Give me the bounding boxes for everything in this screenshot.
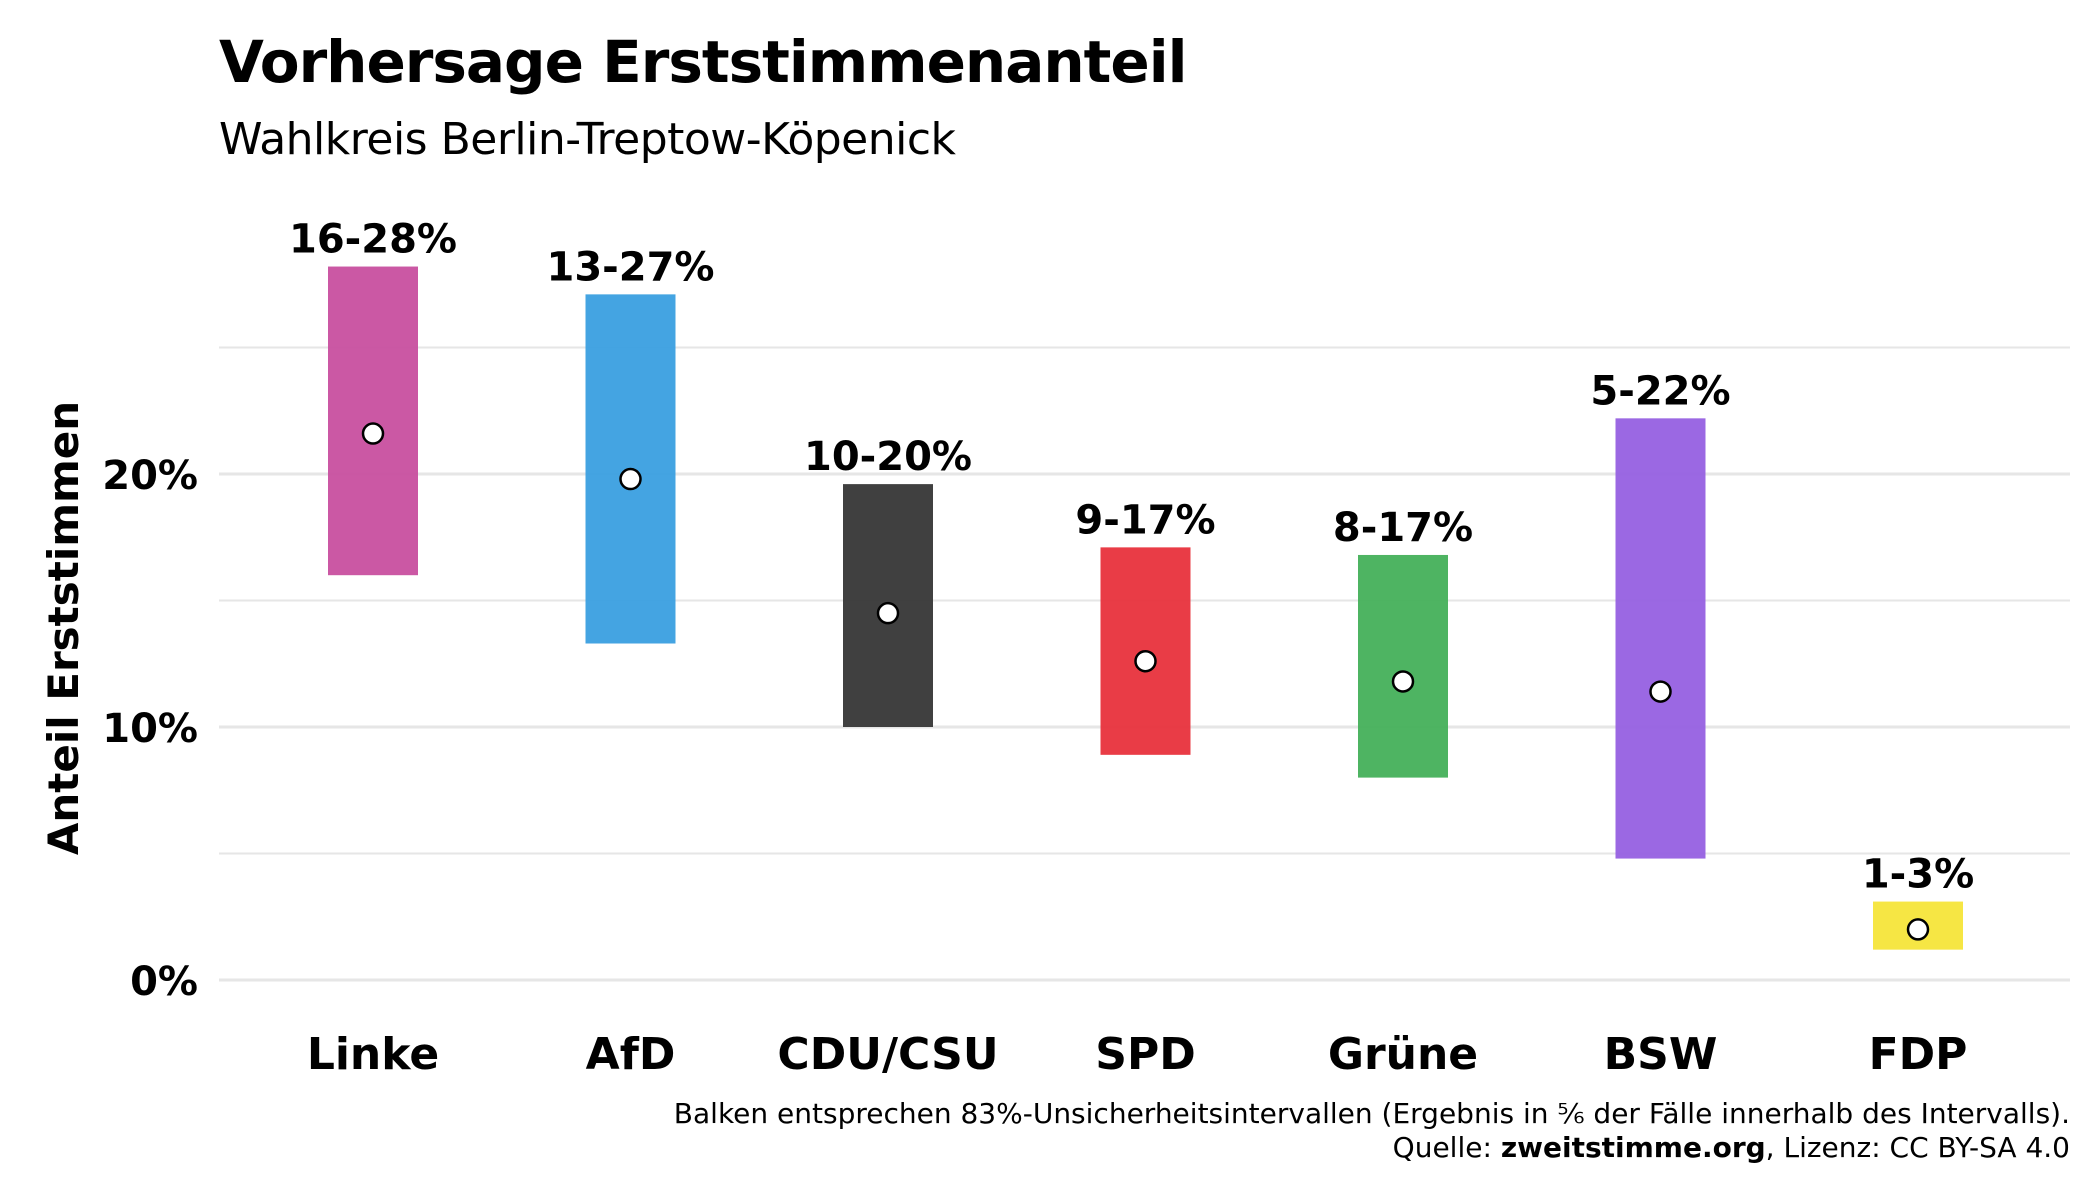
range-label: 1-3% xyxy=(1862,852,1974,898)
y-axis-title: Anteil Erststimmen xyxy=(39,401,88,855)
point-estimate-marker xyxy=(1391,670,1415,693)
chart-title: Vorhersage Erststimmenanteil xyxy=(219,28,1187,96)
x-tick-label: SPD xyxy=(1095,1029,1195,1080)
range-label: 8-17% xyxy=(1333,505,1473,551)
point-estimate-marker xyxy=(876,601,900,625)
y-tick-label: 20% xyxy=(102,453,198,499)
chart-subtitle: Wahlkreis Berlin-Treptow-Köpenick xyxy=(219,114,956,165)
range-bar xyxy=(1358,554,1448,778)
caption-source: Quelle: zweitstimme.org, Lizenz: CC BY-S… xyxy=(1393,1131,2070,1164)
x-tick-label: BSW xyxy=(1604,1029,1718,1080)
range-bar xyxy=(328,266,418,576)
y-tick-label: 0% xyxy=(130,959,198,1005)
range-bar xyxy=(1615,418,1706,859)
caption-interval-note: Balken entsprechen 83%-Unsicherheitsinte… xyxy=(673,1097,2070,1130)
x-tick-label: Linke xyxy=(307,1029,439,1080)
license-text: , Lizenz: CC BY-SA 4.0 xyxy=(1765,1131,2070,1164)
range-label: 10-20% xyxy=(804,434,972,480)
label-layer: 16-28% 13-27% 10-20% 9-17% 8-17% 5-22% 1-3% xyxy=(289,217,1974,898)
point-estimate-marker xyxy=(1134,649,1157,673)
point-estimate-marker xyxy=(1649,680,1672,703)
x-tick-label: CDU/CSU xyxy=(777,1029,998,1080)
x-tick-label: FDP xyxy=(1869,1029,1968,1080)
x-tick-label: Grüne xyxy=(1328,1029,1478,1080)
source-prefix: Quelle: xyxy=(1392,1131,1501,1164)
range-label: 5-22% xyxy=(1590,368,1730,414)
range-label: 9-17% xyxy=(1075,497,1215,543)
point-estimate-marker xyxy=(361,422,385,445)
point-estimate-marker xyxy=(619,467,642,491)
point-estimate-marker xyxy=(1906,918,1930,941)
y-tick-label: 10% xyxy=(102,706,198,752)
range-label: 16-28% xyxy=(289,217,457,263)
bar-layer xyxy=(328,266,1963,950)
range-label: 13-27% xyxy=(546,244,714,290)
axis-layer: 0% 10% 20% Linke AfD CDU/CSU SPD Grüne BSW FDP xyxy=(102,453,1967,1080)
x-tick-label: AfD xyxy=(586,1029,676,1080)
source-name: zweitstimme.org xyxy=(1500,1131,1766,1164)
